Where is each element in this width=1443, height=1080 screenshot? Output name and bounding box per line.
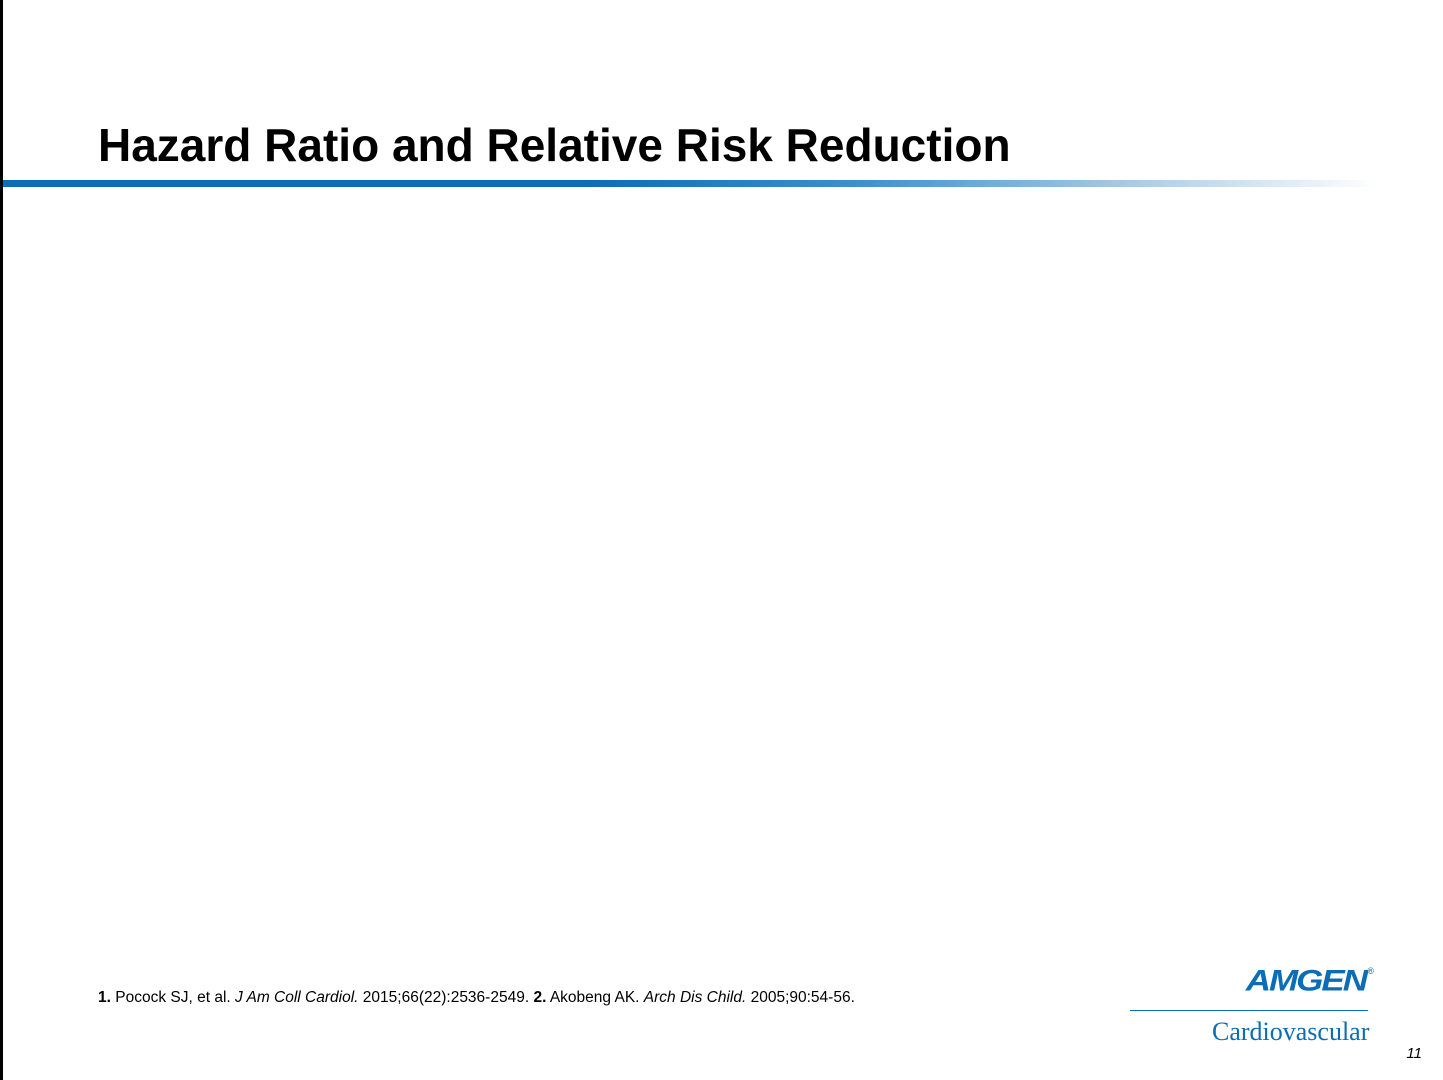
ref2-journal: Arch Dis Child.: [643, 989, 747, 1006]
logo-subtitle: Cardiovascular: [1212, 1017, 1370, 1046]
ref1-number: 1.: [98, 989, 111, 1006]
amgen-cardiovascular-logo: AMGEN ® Cardiovascular: [1130, 962, 1380, 1052]
ref1-details: 2015;66(22):2536-2549.: [362, 989, 530, 1006]
ref1-journal: J Am Coll Cardiol.: [235, 989, 359, 1006]
slide-content-area: [98, 200, 1348, 950]
amgen-wordmark: AMGEN: [1245, 964, 1368, 998]
ref1-authors: Pocock SJ, et al.: [115, 989, 231, 1006]
slide-left-border: [0, 0, 3, 1080]
ref2-authors: Akobeng AK.: [549, 989, 640, 1006]
logo-divider: [1130, 1010, 1368, 1011]
references-footnote: 1. Pocock SJ, et al. J Am Coll Cardiol. …: [98, 988, 855, 1008]
ref2-number: 2.: [533, 989, 547, 1006]
registered-mark: ®: [1367, 966, 1374, 976]
slide-title: Hazard Ratio and Relative Risk Reduction: [98, 119, 1011, 171]
title-divider: [3, 180, 1378, 187]
ref2-details: 2005;90:54-56.: [750, 989, 855, 1006]
page-number: 11: [1406, 1045, 1422, 1062]
